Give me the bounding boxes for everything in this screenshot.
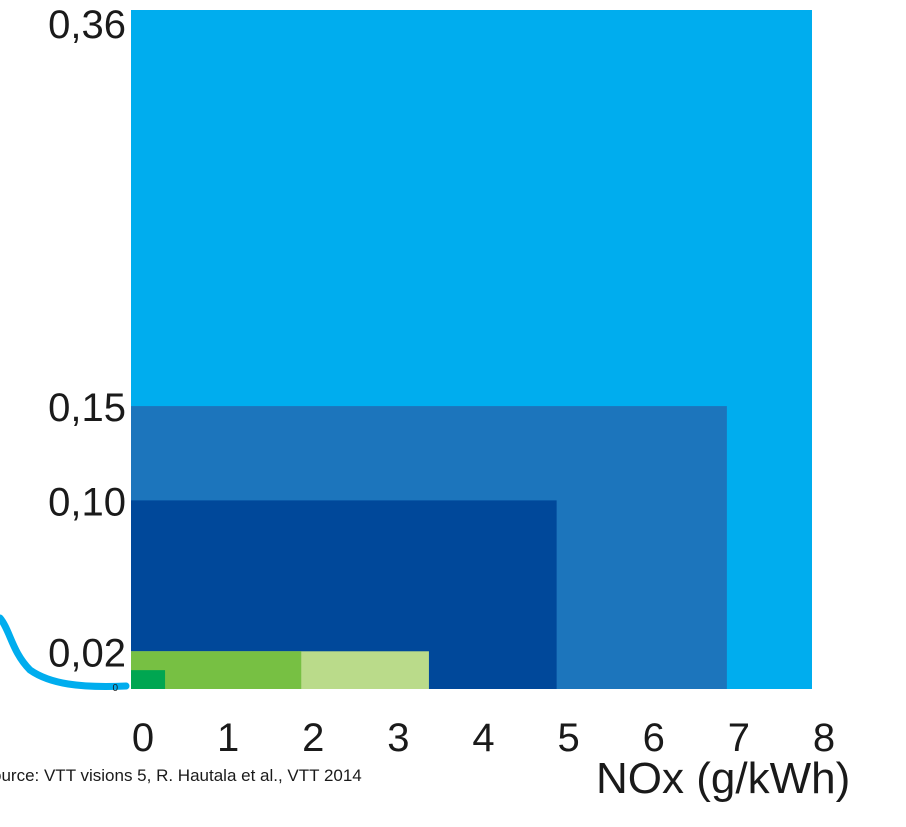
y-tick-label: 0,15 — [48, 386, 126, 430]
y-tick-label: 0,36 — [48, 3, 126, 47]
x-axis-ticks: 0 1 2 3 4 5 6 7 8 — [132, 716, 835, 760]
connector-curve — [0, 614, 130, 690]
y-tick-label: 0,10 — [48, 480, 126, 524]
region-5 — [131, 670, 166, 689]
y-axis-ticks: 0,36 0,15 0,10 0,02 0 — [48, 3, 126, 694]
x-tick-label: 5 — [558, 716, 580, 760]
y-tick-label: 0 — [112, 683, 118, 694]
source-note: ource: VTT visions 5, R. Hautala et al.,… — [0, 766, 362, 785]
x-tick-label: 6 — [643, 716, 665, 760]
x-tick-label: 0 — [132, 716, 154, 760]
x-tick-label: 3 — [387, 716, 409, 760]
y-tick-label: 0,02 — [48, 631, 126, 675]
x-axis-label: NOx (g/kWh) — [596, 754, 850, 803]
x-tick-label: 2 — [302, 716, 324, 760]
emission-regions — [131, 10, 812, 689]
x-tick-label: 4 — [472, 716, 494, 760]
x-tick-label: 8 — [813, 716, 835, 760]
x-tick-label: 7 — [728, 716, 750, 760]
x-tick-label: 1 — [217, 716, 239, 760]
